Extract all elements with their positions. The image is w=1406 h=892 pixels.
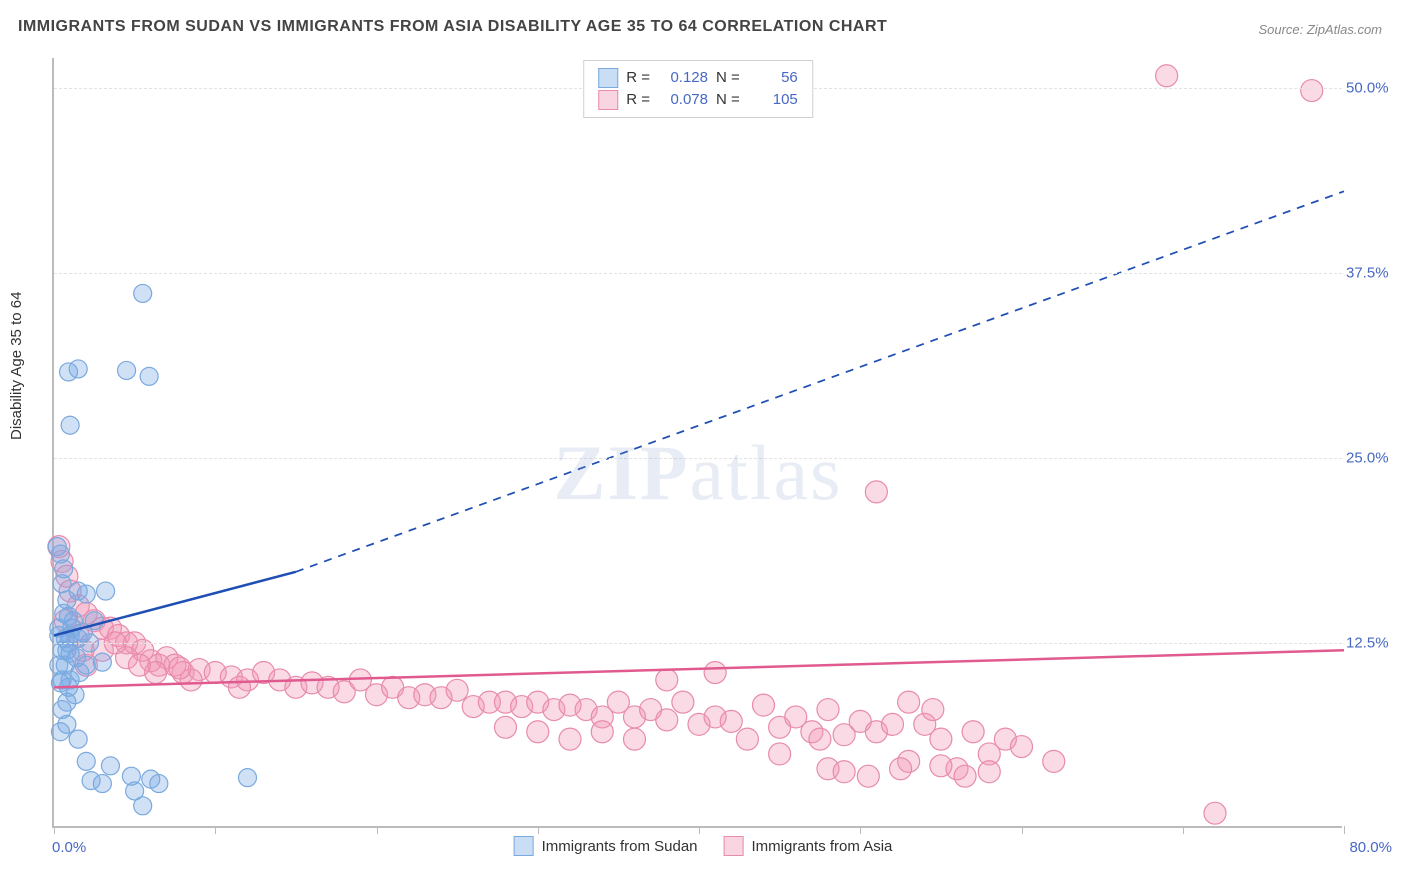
series-legend: Immigrants from Sudan Immigrants from As… bbox=[514, 836, 893, 856]
data-point-asia bbox=[1156, 65, 1178, 87]
x-tick bbox=[1183, 826, 1184, 834]
data-point-asia bbox=[922, 699, 944, 721]
x-tick bbox=[54, 826, 55, 834]
data-point-sudan bbox=[53, 701, 71, 719]
data-point-sudan bbox=[140, 367, 158, 385]
data-point-asia bbox=[954, 765, 976, 787]
x-axis-end-label: 80.0% bbox=[1349, 839, 1392, 856]
chart-title: IMMIGRANTS FROM SUDAN VS IMMIGRANTS FROM… bbox=[18, 18, 887, 36]
data-point-sudan bbox=[51, 723, 69, 741]
gridline bbox=[54, 643, 1342, 644]
data-point-asia bbox=[753, 694, 775, 716]
stats-legend: R = 0.128 N = 56 R = 0.078 N = 105 bbox=[583, 60, 813, 118]
data-point-sudan bbox=[134, 284, 152, 302]
legend-item-asia: Immigrants from Asia bbox=[724, 836, 893, 856]
data-point-asia bbox=[169, 657, 191, 679]
data-point-asia bbox=[809, 728, 831, 750]
x-tick bbox=[1344, 826, 1345, 834]
data-point-asia bbox=[898, 691, 920, 713]
data-point-asia bbox=[559, 728, 581, 750]
x-tick bbox=[1022, 826, 1023, 834]
data-point-sudan bbox=[150, 775, 168, 793]
plot-area: ZIPatlas R = 0.128 N = 56 R = 0.078 N = … bbox=[52, 58, 1342, 828]
data-point-asia bbox=[720, 710, 742, 732]
legend-swatch-sudan bbox=[514, 836, 534, 856]
y-tick-label: 50.0% bbox=[1346, 79, 1400, 96]
data-point-sudan bbox=[77, 656, 95, 674]
stats-row-asia: R = 0.078 N = 105 bbox=[598, 89, 798, 111]
data-point-sudan bbox=[93, 653, 111, 671]
stats-row-sudan: R = 0.128 N = 56 bbox=[598, 67, 798, 89]
data-point-sudan bbox=[77, 752, 95, 770]
chart-svg bbox=[54, 58, 1342, 826]
chart-container: IMMIGRANTS FROM SUDAN VS IMMIGRANTS FROM… bbox=[0, 0, 1406, 892]
data-point-asia bbox=[527, 721, 549, 743]
data-point-sudan bbox=[50, 656, 68, 674]
data-point-asia bbox=[962, 721, 984, 743]
data-point-asia bbox=[1204, 802, 1226, 824]
data-point-asia bbox=[128, 654, 150, 676]
data-point-asia bbox=[446, 679, 468, 701]
data-point-asia bbox=[890, 758, 912, 780]
data-point-asia bbox=[882, 713, 904, 735]
x-axis-start-label: 0.0% bbox=[52, 839, 86, 856]
y-axis-label: Disability Age 35 to 64 bbox=[8, 292, 25, 440]
swatch-asia bbox=[598, 90, 618, 110]
data-point-asia bbox=[495, 716, 517, 738]
data-point-asia bbox=[833, 761, 855, 783]
data-point-asia bbox=[228, 676, 250, 698]
data-point-sudan bbox=[93, 775, 111, 793]
swatch-sudan bbox=[598, 68, 618, 88]
data-point-asia bbox=[656, 669, 678, 691]
data-point-sudan bbox=[61, 416, 79, 434]
x-tick bbox=[377, 826, 378, 834]
data-point-asia bbox=[624, 728, 646, 750]
n-value-asia: 105 bbox=[748, 89, 798, 111]
data-point-sudan bbox=[48, 538, 66, 556]
data-point-sudan bbox=[97, 582, 115, 600]
y-tick-label: 37.5% bbox=[1346, 264, 1400, 281]
data-point-asia bbox=[591, 721, 613, 743]
data-point-asia bbox=[1043, 750, 1065, 772]
data-point-asia bbox=[704, 662, 726, 684]
x-tick bbox=[699, 826, 700, 834]
gridline bbox=[54, 458, 1342, 459]
gridline bbox=[54, 273, 1342, 274]
data-point-asia bbox=[1011, 736, 1033, 758]
data-point-sudan bbox=[60, 607, 78, 625]
data-point-asia bbox=[978, 761, 1000, 783]
x-tick bbox=[860, 826, 861, 834]
data-point-asia bbox=[736, 728, 758, 750]
data-point-sudan bbox=[101, 757, 119, 775]
data-point-asia bbox=[817, 699, 839, 721]
source-label: Source: ZipAtlas.com bbox=[1258, 22, 1382, 37]
r-value-asia: 0.078 bbox=[658, 89, 708, 111]
y-tick-label: 25.0% bbox=[1346, 449, 1400, 466]
data-point-sudan bbox=[118, 361, 136, 379]
x-tick bbox=[215, 826, 216, 834]
data-point-asia bbox=[930, 728, 952, 750]
data-point-sudan bbox=[239, 769, 257, 787]
data-point-sudan bbox=[134, 797, 152, 815]
legend-item-sudan: Immigrants from Sudan bbox=[514, 836, 698, 856]
data-point-asia bbox=[656, 709, 678, 731]
data-point-asia bbox=[865, 481, 887, 503]
data-point-sudan bbox=[69, 582, 87, 600]
r-value-sudan: 0.128 bbox=[658, 67, 708, 89]
data-point-asia bbox=[1301, 80, 1323, 102]
data-point-sudan bbox=[69, 730, 87, 748]
data-point-asia bbox=[857, 765, 879, 787]
legend-label-sudan: Immigrants from Sudan bbox=[542, 838, 698, 855]
data-point-sudan bbox=[69, 360, 87, 378]
regression-line-dashed-sudan bbox=[296, 191, 1344, 572]
legend-label-asia: Immigrants from Asia bbox=[752, 838, 893, 855]
legend-swatch-asia bbox=[724, 836, 744, 856]
n-value-sudan: 56 bbox=[748, 67, 798, 89]
x-tick bbox=[538, 826, 539, 834]
y-tick-label: 12.5% bbox=[1346, 634, 1400, 651]
data-point-asia bbox=[769, 743, 791, 765]
data-point-asia bbox=[930, 755, 952, 777]
data-point-asia bbox=[672, 691, 694, 713]
